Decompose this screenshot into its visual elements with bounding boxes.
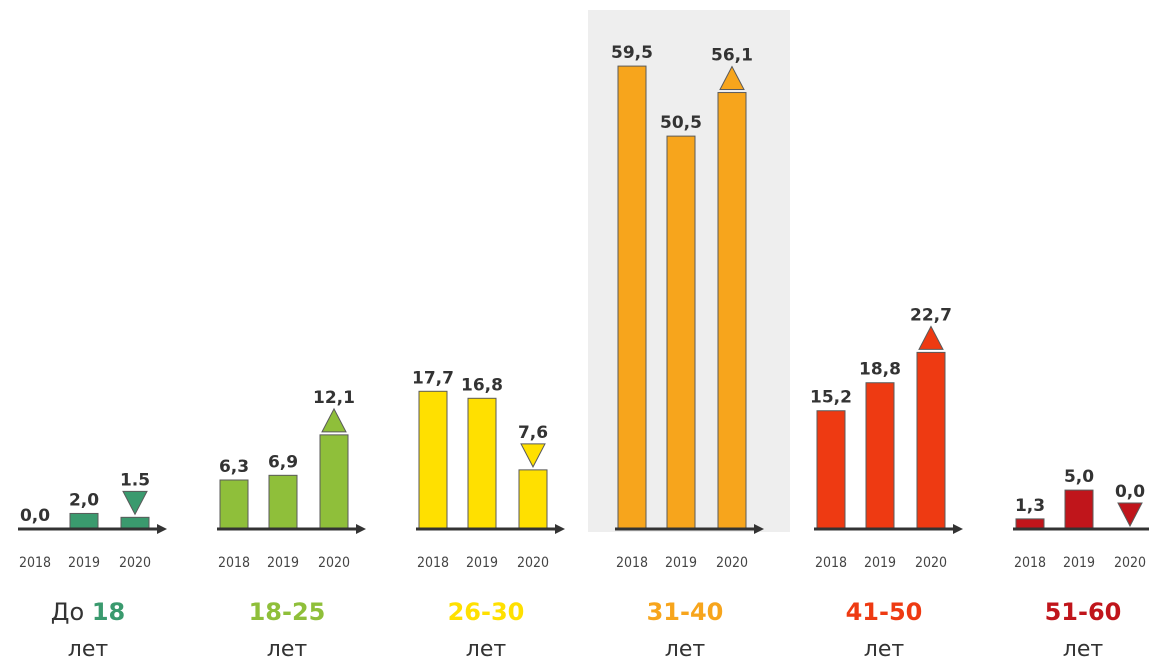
bar-2020 <box>916 351 946 530</box>
data-label: 0,0 <box>20 506 50 526</box>
tick-label: 2020 <box>119 555 151 571</box>
trend-up-icon <box>321 407 347 433</box>
tick-label: 2018 <box>1014 555 1046 571</box>
data-label: 17,7 <box>412 368 454 388</box>
bar-2020 <box>717 92 747 530</box>
bar-2019 <box>69 512 99 530</box>
group-label-unit: лет <box>864 637 905 662</box>
tick-label: 2018 <box>19 555 51 571</box>
bar-2019 <box>666 135 696 530</box>
trend-up-icon <box>918 325 944 350</box>
bar-2018 <box>1015 518 1045 530</box>
axis-arrow-icon <box>356 524 366 534</box>
group-label-range: 18 <box>92 598 125 626</box>
tick-label: 2020 <box>915 555 947 571</box>
data-label: 18,8 <box>859 360 901 380</box>
bar-2020 <box>120 516 150 530</box>
age-group-26-30: 17,7 2018 16,8 2019 7,6 2020 26-30 лет <box>412 368 565 662</box>
bar-2018 <box>418 390 448 530</box>
data-label: 1,3 <box>1015 496 1045 516</box>
group-label-range: 31-40 <box>647 598 724 626</box>
group-label-unit: лет <box>267 637 308 662</box>
group-label-range: 51-60 <box>1045 598 1122 626</box>
bar-2019 <box>467 397 497 530</box>
axis-arrow-icon <box>754 524 764 534</box>
group-label: 51-60 <box>1045 598 1122 626</box>
age-group-41-50: 15,2 2018 18,8 2019 22,7 2020 41-50 лет <box>810 305 963 662</box>
age-group-18: 0,0 2018 2,0 2019 1.5 2020 До 18 лет <box>18 470 167 662</box>
tick-label: 2019 <box>68 555 100 571</box>
group-label-unit: лет <box>466 637 507 662</box>
data-label: 16,8 <box>461 375 503 395</box>
data-label: 1.5 <box>120 470 150 490</box>
data-label: 6,9 <box>268 452 298 472</box>
group-label-range: 41-50 <box>846 598 923 626</box>
bar-2020 <box>518 469 548 530</box>
group-label-unit: лет <box>1063 637 1104 662</box>
bar-2019 <box>268 474 298 530</box>
tick-label: 2020 <box>716 555 748 571</box>
tick-label: 2020 <box>517 555 549 571</box>
group-label: 18-25 <box>249 598 326 626</box>
tick-label: 2018 <box>218 555 250 571</box>
group-label: До 18 <box>51 598 125 626</box>
data-label: 5,0 <box>1064 467 1094 487</box>
tick-label: 2018 <box>616 555 648 571</box>
data-label: 50,5 <box>660 113 702 133</box>
age-group-31-40: 59,5 2018 50,5 2019 56,1 2020 31-40 лет <box>588 10 790 662</box>
data-label: 2,0 <box>69 490 99 510</box>
bar-2018 <box>816 410 846 530</box>
tick-label: 2019 <box>466 555 498 571</box>
group-label: 31-40 <box>647 598 724 626</box>
data-label: 6,3 <box>219 457 249 477</box>
trend-down-icon <box>1117 502 1143 528</box>
bar-2018 <box>617 65 647 530</box>
data-label: 59,5 <box>611 43 653 63</box>
tick-label: 2019 <box>267 555 299 571</box>
data-label: 15,2 <box>810 388 852 408</box>
group-label: 26-30 <box>448 598 525 626</box>
group-label: 41-50 <box>846 598 923 626</box>
bar-2020 <box>319 434 349 530</box>
axis-arrow-icon <box>157 524 167 534</box>
trend-up-icon <box>719 65 745 91</box>
tick-label: 2020 <box>318 555 350 571</box>
age-group-18-25: 6,3 2018 6,9 2019 12,1 2020 18-25 лет <box>217 388 366 662</box>
bar-2019 <box>1064 489 1094 530</box>
group-label-range: 26-30 <box>448 598 525 626</box>
tick-label: 2019 <box>665 555 697 571</box>
data-label: 56,1 <box>711 46 753 66</box>
data-label: 12,1 <box>313 388 355 408</box>
trend-down-icon <box>520 443 546 468</box>
trend-down-icon <box>122 490 148 516</box>
tick-label: 2019 <box>864 555 896 571</box>
bar-2019 <box>865 382 895 530</box>
data-label: 0,0 <box>1115 482 1145 502</box>
group-label-range: 18-25 <box>249 598 326 626</box>
tick-label: 2018 <box>815 555 847 571</box>
tick-label: 2019 <box>1063 555 1095 571</box>
group-label-unit: лет <box>665 637 706 662</box>
group-label-unit: лет <box>68 637 109 662</box>
axis-arrow-icon <box>555 524 565 534</box>
age-group-51-60: 1,3 2018 5,0 2019 0,0 2020 51-60 лет <box>1013 467 1149 662</box>
group-label-prefix: До <box>51 598 92 626</box>
data-label: 7,6 <box>518 423 548 443</box>
tick-label: 2020 <box>1114 555 1146 571</box>
bar-2018 <box>219 479 249 530</box>
axis-arrow-icon <box>953 524 963 534</box>
tick-label: 2018 <box>417 555 449 571</box>
data-label: 22,7 <box>910 305 952 325</box>
